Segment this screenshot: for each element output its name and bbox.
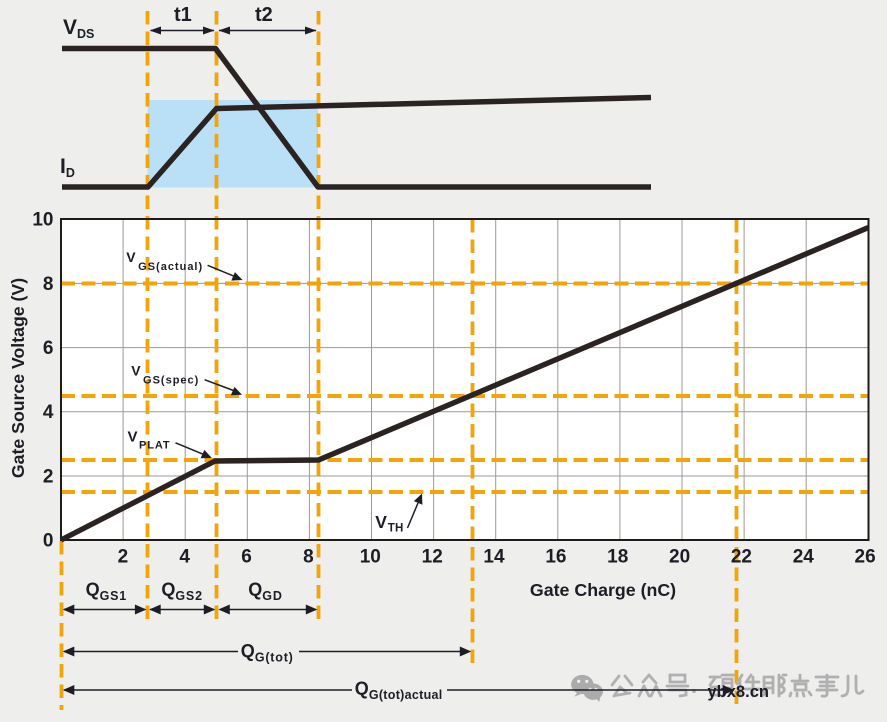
svg-text:8: 8 <box>43 274 54 295</box>
svg-text:20: 20 <box>669 547 690 568</box>
svg-text:t1: t1 <box>174 4 192 26</box>
svg-text:0: 0 <box>43 530 54 551</box>
svg-text:10: 10 <box>360 547 381 568</box>
svg-text:12: 12 <box>422 547 443 568</box>
svg-text:10: 10 <box>32 210 53 231</box>
svg-text:18: 18 <box>607 547 628 568</box>
svg-text:8: 8 <box>303 547 314 568</box>
svg-text:ybx8.cn: ybx8.cn <box>708 683 769 701</box>
svg-text:2: 2 <box>118 547 129 568</box>
svg-text:14: 14 <box>483 547 505 568</box>
svg-text:24: 24 <box>793 547 815 568</box>
svg-text:4: 4 <box>43 402 54 423</box>
svg-text:Gate Source Voltage (V): Gate Source Voltage (V) <box>8 278 28 478</box>
svg-text:6: 6 <box>241 547 252 568</box>
svg-text:Gate Charge (nC): Gate Charge (nC) <box>530 580 676 600</box>
svg-text:26: 26 <box>855 547 876 568</box>
svg-text:16: 16 <box>545 547 566 568</box>
svg-text:2: 2 <box>43 466 54 487</box>
svg-text:22: 22 <box>731 547 752 568</box>
svg-text:6: 6 <box>43 338 54 359</box>
svg-text:t2: t2 <box>255 4 273 26</box>
svg-text:4: 4 <box>179 547 190 568</box>
